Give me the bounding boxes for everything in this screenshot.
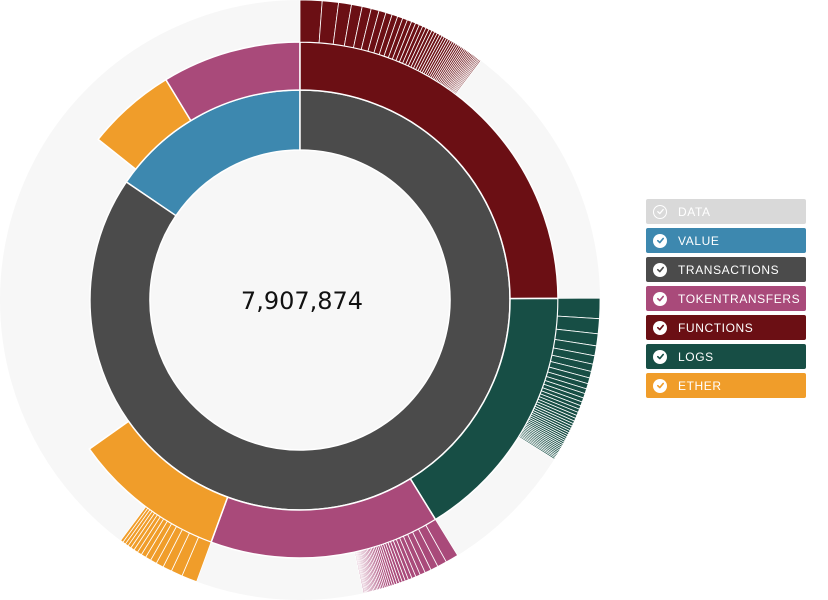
- detail-arc-logs-data[interactable]: [518, 435, 556, 460]
- detail-ring-layer: [120, 0, 601, 594]
- legend-item-tokentransfers[interactable]: TOKENTRANSFERS: [646, 286, 806, 311]
- checkmark-icon: [653, 349, 667, 364]
- legend-item-label: DATA: [678, 204, 711, 219]
- legend-item-label: FUNCTIONS: [678, 320, 754, 335]
- checkmark-icon: [653, 291, 667, 306]
- legend-item-label: LOGS: [678, 349, 714, 364]
- detail-arc-logs-data[interactable]: [557, 297, 601, 320]
- legend-item-label: TOKENTRANSFERS: [678, 291, 801, 306]
- checkmark-icon: [653, 378, 667, 393]
- legend-item-ether[interactable]: ETHER: [646, 373, 806, 398]
- checkmark-icon: [653, 262, 667, 277]
- legend-item-functions[interactable]: FUNCTIONS: [646, 315, 806, 340]
- detail-arc-tokentransfers-data[interactable]: [354, 551, 366, 594]
- legend-item-value[interactable]: VALUE: [646, 228, 806, 253]
- legend-item-data[interactable]: DATA: [646, 199, 806, 224]
- center-total-label: 7,907,874: [241, 287, 363, 315]
- center-disc: [150, 150, 450, 450]
- legend-item-label: TRANSACTIONS: [678, 262, 780, 277]
- checkmark-icon: [653, 233, 667, 248]
- checkmark-icon: [653, 320, 667, 335]
- legend-item-transactions[interactable]: TRANSACTIONS: [646, 257, 806, 282]
- legend-item-label: VALUE: [678, 233, 720, 248]
- legend: DATA VALUE TRANSACTIONS TOKENTRANSFERS FUNCT…: [646, 199, 806, 402]
- detail-arc-ether-data[interactable]: [120, 506, 149, 543]
- detail-arc-functions-data[interactable]: [454, 59, 482, 95]
- checkmark-icon: [653, 204, 667, 219]
- legend-item-label: ETHER: [678, 378, 722, 393]
- legend-item-logs[interactable]: LOGS: [646, 344, 806, 369]
- detail-arc-functions-data[interactable]: [299, 0, 323, 44]
